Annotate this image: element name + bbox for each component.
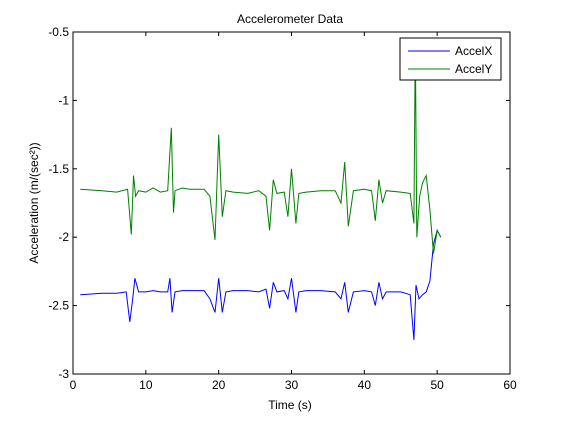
x-tick-label: 10 xyxy=(139,378,153,392)
chart-title: Accelerometer Data xyxy=(237,12,343,26)
x-axis-title: Time (s) xyxy=(268,398,312,412)
x-tick-label: 50 xyxy=(430,378,444,392)
y-tick-label: -0.5 xyxy=(48,25,69,39)
x-tick-label: 0 xyxy=(70,378,77,392)
legend-label-accelx: AccelX xyxy=(455,44,492,58)
legend: AccelX AccelY xyxy=(400,38,501,80)
y-tick-label: -2 xyxy=(58,230,69,244)
y-axis-title: Acceleration (m/(sec²)) xyxy=(27,142,41,263)
y-tick-label: -1.5 xyxy=(48,162,69,176)
y-tick-label: -2.5 xyxy=(48,299,69,313)
y-tick-label: -1 xyxy=(58,93,69,107)
x-tick-label: 30 xyxy=(285,378,299,392)
plot-frame xyxy=(73,32,510,374)
x-tick-label: 40 xyxy=(358,378,372,392)
legend-label-accely: AccelY xyxy=(455,62,492,76)
x-tick-label: 20 xyxy=(212,378,226,392)
y-tick-label: -3 xyxy=(58,367,69,381)
x-tick-label: 60 xyxy=(503,378,517,392)
